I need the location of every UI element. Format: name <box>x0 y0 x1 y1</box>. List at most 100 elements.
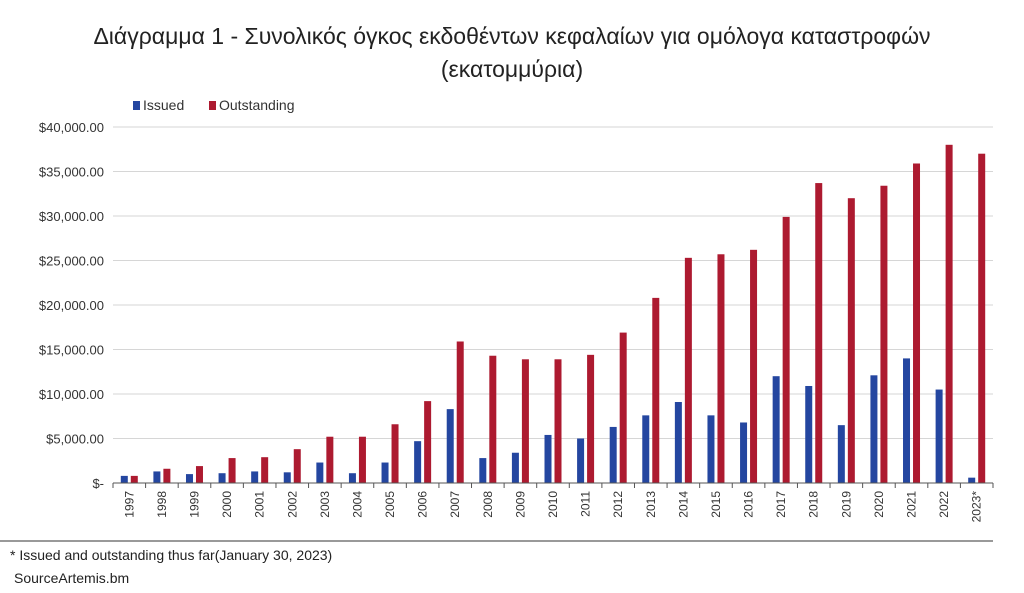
bar-outstanding-2023 <box>978 153 986 483</box>
y-tick-label: $- <box>92 476 104 491</box>
legend-swatch-outstanding <box>209 101 216 110</box>
x-tick-label: 1999 <box>187 491 201 518</box>
x-tick-label: 2021 <box>905 491 919 518</box>
bar-issued-2013 <box>642 415 650 483</box>
x-tick-label: 2011 <box>579 491 593 517</box>
bar-outstanding-2020 <box>880 185 888 484</box>
bar-outstanding-2021 <box>913 163 921 484</box>
bar-issued-2006 <box>414 441 422 483</box>
legend-label-outstanding: Outstanding <box>219 97 295 113</box>
source-note: SourceArtemis.bm <box>14 570 130 586</box>
x-tick-label: 2000 <box>220 491 234 518</box>
x-tick-label: 2009 <box>513 491 527 518</box>
y-tick-label: $35,000.00 <box>39 165 104 180</box>
x-tick-label: 2015 <box>709 491 723 518</box>
y-tick-label: $10,000.00 <box>39 387 104 402</box>
bar-outstanding-1997 <box>130 475 138 483</box>
footnote: * Issued and outstanding thus far(Januar… <box>10 547 333 563</box>
x-tick-label: 2016 <box>742 491 756 518</box>
bar-issued-2012 <box>609 426 617 483</box>
bar-outstanding-2004 <box>358 436 366 483</box>
chart-title-line-2: (εκατομμύρια) <box>440 56 584 82</box>
bar-outstanding-2010 <box>554 359 562 483</box>
y-tick-label: $40,000.00 <box>39 120 104 135</box>
bar-issued-1999 <box>185 474 193 483</box>
bar-outstanding-2012 <box>619 332 627 483</box>
bar-issued-2018 <box>805 385 813 483</box>
bar-issued-2019 <box>837 425 845 483</box>
x-tick-label: 2017 <box>774 491 788 518</box>
bar-outstanding-2011 <box>587 354 595 483</box>
bar-issued-2011 <box>577 438 585 483</box>
x-tick-label: 2006 <box>416 491 430 518</box>
bar-outstanding-2022 <box>945 144 953 484</box>
y-tick-label: $5,000.00 <box>46 432 104 447</box>
bar-outstanding-2015 <box>717 254 725 483</box>
bar-outstanding-1999 <box>195 466 203 483</box>
bar-issued-2021 <box>903 358 911 483</box>
bar-outstanding-2014 <box>684 257 692 483</box>
y-tick-label: $25,000.00 <box>39 254 104 269</box>
bar-outstanding-2006 <box>424 401 432 483</box>
gridlines <box>113 126 993 439</box>
x-tick-label: 2013 <box>644 491 658 518</box>
bar-issued-2000 <box>218 473 226 483</box>
bar-outstanding-2000 <box>228 458 236 483</box>
x-tick-label: 2004 <box>350 491 364 518</box>
chart-title-line-1: Διάγραμμα 1 - Συνολικός όγκος εκδοθέντων… <box>93 23 931 49</box>
x-tick-label: 2018 <box>807 491 821 518</box>
x-tick-label: 2022 <box>937 491 951 518</box>
x-tick-label: 2014 <box>676 491 690 518</box>
bar-issued-2003 <box>316 462 324 483</box>
bar-issued-2020 <box>870 375 878 483</box>
bar-outstanding-2001 <box>261 457 269 483</box>
bar-issued-2008 <box>479 458 487 483</box>
y-tick-label: $15,000.00 <box>39 343 104 358</box>
bar-outstanding-2018 <box>815 183 823 483</box>
bar-outstanding-2002 <box>293 449 301 483</box>
x-tick-label: 2007 <box>448 491 462 518</box>
x-tick-label: 2010 <box>546 491 560 518</box>
bar-issued-1997 <box>120 475 128 483</box>
bar-issued-2007 <box>446 409 454 483</box>
x-tick-label: 2023* <box>970 491 984 523</box>
x-tick-label: 2003 <box>318 491 332 518</box>
bar-issued-2023 <box>968 477 976 483</box>
bar-outstanding-2016 <box>750 249 758 483</box>
bar-issued-2005 <box>381 462 389 483</box>
y-tick-label: $30,000.00 <box>39 209 104 224</box>
bar-outstanding-2007 <box>456 341 464 483</box>
bar-issued-2002 <box>283 472 291 483</box>
y-tick-label: $20,000.00 <box>39 298 104 313</box>
bar-issued-2017 <box>772 376 780 483</box>
x-tick-label: 1998 <box>155 491 169 518</box>
bar-outstanding-1998 <box>163 468 171 483</box>
bar-outstanding-2003 <box>326 436 334 483</box>
x-tick-label: 1997 <box>122 491 136 518</box>
x-tick-label: 2012 <box>611 491 625 518</box>
legend-swatch-issued <box>133 101 140 110</box>
y-axis: $- $5,000.00 $10,000.00 $15,000.00 $20,000.0… <box>39 120 104 491</box>
legend-label-issued: Issued <box>143 97 184 113</box>
x-tick-label: 2002 <box>285 491 299 518</box>
bar-issued-1998 <box>153 471 161 483</box>
bar-issued-2022 <box>935 389 943 483</box>
bar-issued-2016 <box>740 422 748 483</box>
bar-issued-2010 <box>544 434 552 483</box>
legend: Issued Outstanding <box>133 97 295 113</box>
x-tick-label: 2020 <box>872 491 886 518</box>
x-tick-label: 2001 <box>253 491 267 518</box>
bar-issued-2009 <box>511 452 519 483</box>
bar-outstanding-2005 <box>391 424 399 483</box>
bars <box>120 144 986 484</box>
x-tick-label: 2008 <box>481 491 495 518</box>
bar-issued-2014 <box>674 402 682 483</box>
chart-title: Διάγραμμα 1 - Συνολικός όγκος εκδοθέντων… <box>0 20 1024 86</box>
bar-issued-2004 <box>348 473 356 483</box>
bar-issued-2015 <box>707 415 715 483</box>
bar-outstanding-2009 <box>521 359 529 483</box>
x-tick-label: 2019 <box>839 491 853 518</box>
bar-outstanding-2013 <box>652 297 660 483</box>
bar-outstanding-2008 <box>489 355 497 483</box>
